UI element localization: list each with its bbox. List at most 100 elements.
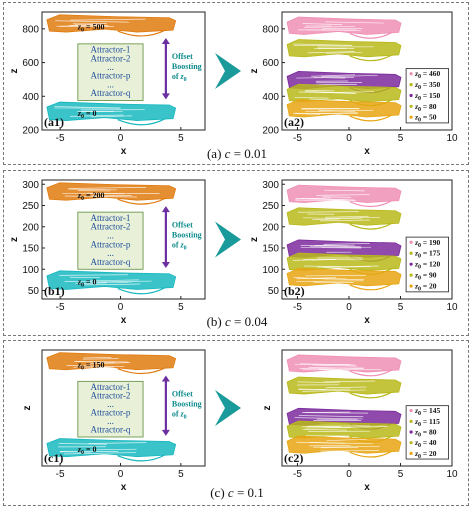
- boost-label: Boosting: [172, 231, 202, 240]
- attractor-list-item: ...: [107, 248, 114, 258]
- attractor-5-wing: [349, 114, 393, 122]
- caption: (b) c = 0.04: [207, 314, 268, 329]
- panel-tag: (b1): [44, 284, 65, 298]
- attractor-2-stripe: [293, 43, 353, 46]
- attractor-list-item: Attractor-q: [91, 88, 131, 98]
- attractor-1-wing: [349, 31, 393, 39]
- attractor-4-stripe: [309, 98, 337, 101]
- chevron-arrow-icon: [215, 53, 241, 89]
- z0-label-bottom: z0 = 0: [77, 445, 97, 456]
- x-tick-label: 5: [398, 133, 404, 144]
- attractor-4-stripe: [305, 427, 351, 429]
- boost-arrow-head-up: [161, 375, 170, 382]
- attractor-top-stripe: [83, 357, 112, 359]
- legend-marker: [409, 441, 413, 445]
- z0-label-bottom: z0 = 0: [77, 109, 97, 120]
- x-tick-label: -5: [56, 302, 65, 313]
- attractor-top-stripe: [82, 358, 119, 360]
- attractor-bottom-wing: [117, 118, 166, 126]
- x-tick-label: -5: [293, 302, 302, 313]
- plot-frame: [281, 11, 453, 131]
- legend-label: z0 = 175: [414, 249, 440, 260]
- y-tick-label: 300: [262, 180, 279, 191]
- attractor-1-stripe: [323, 189, 365, 192]
- legend-label: z0 = 40: [414, 438, 437, 449]
- legend-marker: [409, 262, 413, 266]
- y-tick-label: 300: [22, 180, 39, 191]
- chart-b2: [281, 179, 453, 300]
- attractor-list-item: Attractor-1: [91, 45, 131, 55]
- y-axis-label: z: [249, 237, 260, 242]
- attractor-bottom-stripe: [75, 282, 107, 285]
- attractor-4-stripe: [302, 429, 347, 431]
- attractor-1-stripe: [308, 366, 364, 370]
- legend-label: z0 = 150: [414, 91, 440, 102]
- panel-a: [3, 2, 469, 165]
- x-axis-label: x: [364, 482, 370, 493]
- legend-marker: [409, 72, 413, 76]
- attractor-1-band: [286, 16, 402, 35]
- attractor-5-band: [286, 435, 402, 454]
- y-axis-label: z: [22, 406, 33, 411]
- legend-marker: [409, 104, 413, 108]
- chart-c2: [281, 349, 453, 467]
- attractor-2-stripe: [297, 211, 359, 213]
- attractor-3-stripe: [313, 77, 346, 79]
- attractor-list-item: Attractor-2: [91, 53, 131, 63]
- attractor-2-stripe: [320, 219, 370, 222]
- chevron-arrow-icon: [215, 221, 241, 258]
- attractor-top-band: [46, 14, 177, 33]
- plot-frame: [281, 179, 453, 300]
- attractor-3-stripe: [300, 245, 362, 248]
- boost-label: of z0: [172, 72, 187, 83]
- legend-label: z0 = 190: [414, 238, 440, 249]
- x-tick-label: 10: [446, 469, 458, 480]
- legend-marker: [409, 82, 413, 87]
- attractor-bottom-stripe: [70, 114, 124, 117]
- attractor-1-stripe: [325, 21, 384, 24]
- y-tick-label: 150: [262, 244, 279, 255]
- attractor-5-wing: [349, 450, 393, 458]
- z0-label-top: z0 = 500: [77, 23, 105, 34]
- attractor-2-wing: [349, 54, 393, 62]
- x-tick-label: 5: [398, 469, 404, 480]
- attractor-1-stripe: [302, 23, 343, 26]
- legend-marker: [409, 93, 413, 98]
- attractor-bottom-stripe: [54, 106, 121, 109]
- attractor-4-stripe: [294, 97, 329, 99]
- attractor-list-item: Attractor-p: [91, 408, 131, 418]
- legend-box: [405, 405, 450, 460]
- attractor-1-stripe: [295, 198, 355, 201]
- y-tick-label: 50: [28, 286, 40, 297]
- attractor-top-stripe: [67, 188, 117, 191]
- attractor-top-stripe: [69, 187, 147, 189]
- attractor-2-stripe: [323, 380, 376, 383]
- boost-arrow-head-down: [161, 262, 170, 269]
- attractor-5-stripe: [296, 277, 336, 280]
- attractor-bottom-stripe: [64, 452, 136, 455]
- legend-marker: [409, 284, 413, 288]
- attractor-list-item: Attractor-q: [91, 257, 131, 267]
- y-tick-label: 800: [22, 24, 39, 35]
- attractor-bottom-stripe: [90, 280, 152, 283]
- attractor-3-stripe: [294, 417, 363, 420]
- y-tick-label: 600: [22, 58, 39, 69]
- attractor-4-stripe: [317, 265, 379, 268]
- attractor-5-stripe: [309, 444, 351, 447]
- x-tick-label: 5: [178, 469, 184, 480]
- attractor-5-stripe: [318, 109, 356, 112]
- boost-label: Boosting: [172, 62, 202, 71]
- legend-marker: [409, 240, 413, 244]
- attractor-2-wing: [349, 391, 393, 399]
- chevron-arrow-icon: [215, 390, 241, 426]
- y-tick-label: 250: [262, 201, 279, 212]
- attractor-4-stripe: [323, 266, 371, 268]
- panel-tag: (a2): [284, 115, 304, 129]
- attractor-list-item: Attractor-1: [91, 213, 131, 223]
- legend-label: z0 = 90: [414, 271, 437, 282]
- legend-marker: [409, 409, 413, 413]
- attractor-bottom-stripe: [91, 115, 132, 118]
- boost-label: Offset: [172, 52, 193, 61]
- attractor-bottom-stripe: [88, 442, 147, 444]
